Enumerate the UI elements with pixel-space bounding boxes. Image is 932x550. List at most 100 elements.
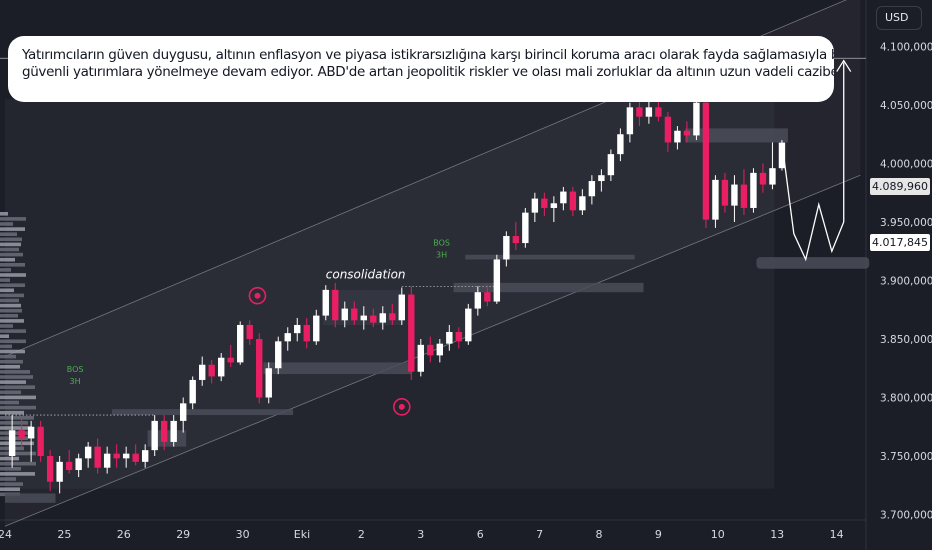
candle-body: [237, 324, 244, 363]
bos-label-left: BOS: [67, 365, 84, 374]
candle-body: [664, 116, 672, 143]
annotation-callout: Yatırımcıların güven duygusu, altının en…: [8, 36, 834, 102]
candle-body: [712, 179, 719, 220]
target-marker: [392, 398, 411, 416]
time-tick-label: 13: [770, 528, 784, 541]
candle: [446, 324, 453, 351]
candle-body: [674, 130, 681, 143]
candle: [151, 415, 158, 456]
candle-body: [645, 107, 653, 117]
volume-profile-bar: [0, 380, 26, 384]
candle-body: [351, 308, 358, 321]
candle: [512, 222, 520, 251]
candle: [465, 303, 472, 345]
marker-dot: [398, 403, 405, 410]
volume-profile-bar: [0, 467, 21, 471]
candle-body: [341, 308, 348, 321]
candle: [531, 192, 539, 222]
candle-body: [531, 198, 539, 213]
candle: [370, 308, 377, 328]
volume-profile-bar: [0, 370, 30, 374]
candle-body: [360, 315, 367, 321]
volume-profile-bar: [0, 441, 34, 446]
volume-profile-bar: [0, 451, 36, 456]
supply-demand-zone: [111, 409, 294, 416]
candle-body: [427, 344, 434, 356]
volume-profile-bar: [0, 339, 26, 344]
candle: [218, 353, 225, 382]
supply-demand-zone: [685, 128, 788, 143]
candle: [645, 100, 653, 124]
volume-profile-bar: [0, 247, 19, 252]
candle: [284, 327, 291, 351]
candle: [37, 420, 44, 462]
candle: [94, 438, 101, 474]
candle-body: [683, 130, 691, 136]
volume-profile-bar: [0, 298, 19, 303]
candle: [474, 286, 482, 316]
volume-profile-bar: [0, 426, 32, 430]
volume-profile-bar: [0, 431, 31, 435]
candle: [493, 254, 501, 304]
candle-body: [246, 324, 253, 339]
candle-body: [227, 357, 234, 363]
candle-body: [617, 134, 624, 155]
price-tick-label: 3.750,000: [880, 451, 932, 463]
volume-profile-bar: [0, 257, 15, 262]
time-tick-label: 26: [117, 528, 131, 541]
candle-body: [284, 333, 291, 342]
candle: [712, 175, 719, 228]
candle-body: [493, 259, 501, 302]
currency-button[interactable]: USD: [876, 6, 922, 30]
candle-body: [588, 181, 596, 197]
candle: [740, 169, 748, 215]
volume-profile-bar: [0, 354, 16, 359]
candle: [56, 456, 63, 494]
volume-profile-bar: [0, 268, 11, 272]
volume-profile-bar: [0, 293, 24, 298]
last-price-tag: 4.017,845: [870, 234, 930, 251]
volume-profile-bar: [0, 487, 20, 491]
volume-profile-bar: [0, 359, 23, 364]
time-tick-label: 3: [417, 528, 424, 541]
candle: [522, 207, 529, 248]
candle-body: [160, 420, 168, 442]
candle-body: [626, 107, 634, 135]
candle: [664, 112, 672, 152]
candle-body: [398, 294, 405, 321]
volume-profile-bar: [0, 349, 25, 354]
candle: [683, 121, 691, 143]
candle: [160, 415, 168, 451]
candle-body: [122, 453, 130, 459]
price-tick-label: 3.950,000: [880, 217, 932, 229]
volume-profile-bar: [0, 227, 25, 231]
volume-profile-bar: [0, 324, 13, 328]
candle: [332, 282, 339, 328]
candle: [18, 418, 25, 451]
volume-profile-bar: [0, 314, 18, 318]
candle-body: [446, 331, 453, 344]
candle-body: [113, 453, 120, 459]
consolidation-label: consolidation: [326, 267, 406, 281]
candle: [398, 287, 405, 325]
volume-profile-bar: [0, 334, 9, 338]
candle-body: [170, 420, 177, 442]
candle: [560, 186, 567, 211]
candle-body: [636, 107, 643, 117]
time-tick-label: 6: [477, 528, 484, 541]
volume-profile-bar: [0, 319, 24, 323]
candle-body: [389, 313, 396, 321]
candle-body: [598, 175, 605, 182]
candle-body: [189, 379, 196, 404]
marker-dot: [254, 292, 261, 299]
candle: [208, 360, 215, 384]
candle: [256, 333, 263, 404]
volume-profile-bar: [0, 405, 36, 410]
candle-body: [151, 420, 158, 451]
candle: [408, 286, 415, 380]
candle: [427, 336, 434, 363]
candle-body: [94, 446, 101, 468]
time-tick-label: 2: [358, 528, 365, 541]
